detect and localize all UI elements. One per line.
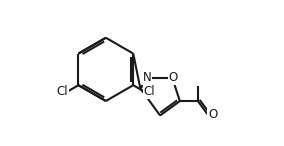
Text: Cl: Cl	[56, 85, 68, 98]
Text: Cl: Cl	[144, 85, 155, 98]
Text: O: O	[169, 71, 178, 84]
Text: O: O	[208, 108, 218, 121]
Text: N: N	[143, 71, 151, 84]
